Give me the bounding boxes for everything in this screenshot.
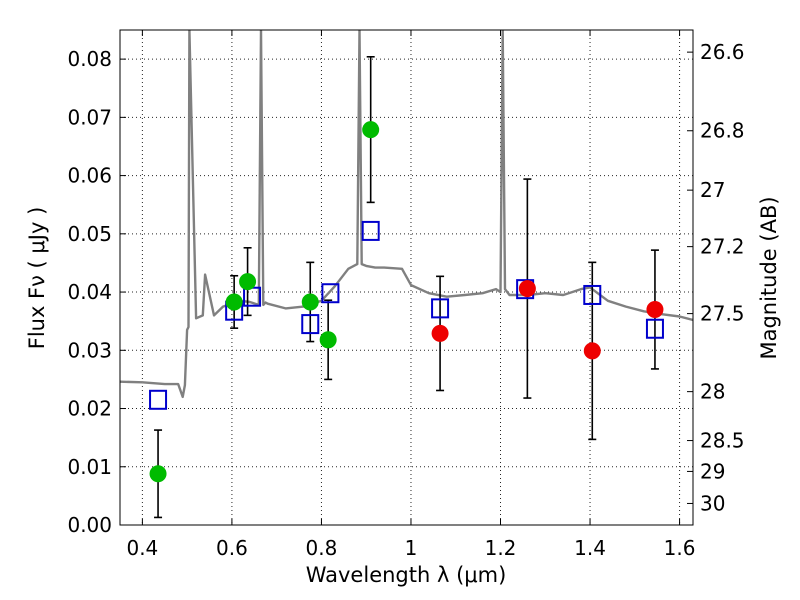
photometry-point <box>518 280 536 298</box>
right-tick-label: 27.5 <box>700 302 745 326</box>
model-square-marker <box>321 283 340 304</box>
right-tick-label: 29 <box>700 459 725 483</box>
photometry-point <box>301 293 319 311</box>
y-tick-label: 0.05 <box>67 222 112 246</box>
right-tick-label: 27.2 <box>700 235 745 259</box>
x-tick-label: 1.6 <box>664 536 696 560</box>
model-square-marker <box>431 298 450 319</box>
photometry-point <box>583 342 601 360</box>
y-tick-label: 0.04 <box>67 280 112 304</box>
right-tick-label: 26.8 <box>700 119 745 143</box>
y-tick-label: 0.06 <box>67 164 112 188</box>
x-tick-label: 0.4 <box>126 536 158 560</box>
photometry-point <box>362 121 380 139</box>
photometry-point <box>239 273 257 291</box>
model-square-marker <box>583 284 602 305</box>
right-axis-label: Magnitude (AB) <box>757 196 781 359</box>
x-tick-label: 1 <box>405 536 418 560</box>
right-tick-label: 26.6 <box>700 40 745 64</box>
model-square-marker <box>301 314 320 335</box>
x-tick-label: 1.2 <box>485 536 517 560</box>
model-square-marker <box>149 389 168 410</box>
model-square-marker <box>361 220 380 241</box>
x-tick-label: 0.8 <box>306 536 338 560</box>
right-tick-label: 28 <box>700 380 725 404</box>
photometry-point <box>646 301 664 319</box>
photometry-point <box>431 324 449 342</box>
y-tick-label: 0.07 <box>67 105 112 129</box>
photometry-point <box>149 465 167 483</box>
x-axis-label: Wavelength λ (μm) <box>306 563 507 587</box>
right-tick-label: 28.5 <box>700 429 745 453</box>
marker-layer <box>149 55 664 519</box>
photometry-point <box>225 293 243 311</box>
right-tick-label: 27 <box>700 178 725 202</box>
x-tick-label: 1.4 <box>574 536 606 560</box>
photometry-point <box>319 331 337 349</box>
y-tick-label: 0.03 <box>67 338 112 362</box>
plot-frame <box>119 29 694 526</box>
y-tick-label: 0.08 <box>67 47 112 71</box>
y-axis-label: Flux Fν ( μJy ) <box>25 207 49 350</box>
y-tick-label: 0.02 <box>67 397 112 421</box>
right-tick-label: 30 <box>700 491 725 515</box>
grid <box>120 30 693 526</box>
model-square-marker <box>645 318 664 339</box>
spectrum-layer <box>120 30 693 399</box>
y-tick-label: 0.00 <box>67 513 112 537</box>
x-tick-label: 0.6 <box>216 536 248 560</box>
spectrum-line <box>120 30 693 399</box>
y-tick-label: 0.01 <box>67 455 112 479</box>
axes: 0.4 0.6 0.8 1 1.2 1.4 1.6 0.00 0.01 0.02 0.03 0.04 0… <box>67 30 745 560</box>
